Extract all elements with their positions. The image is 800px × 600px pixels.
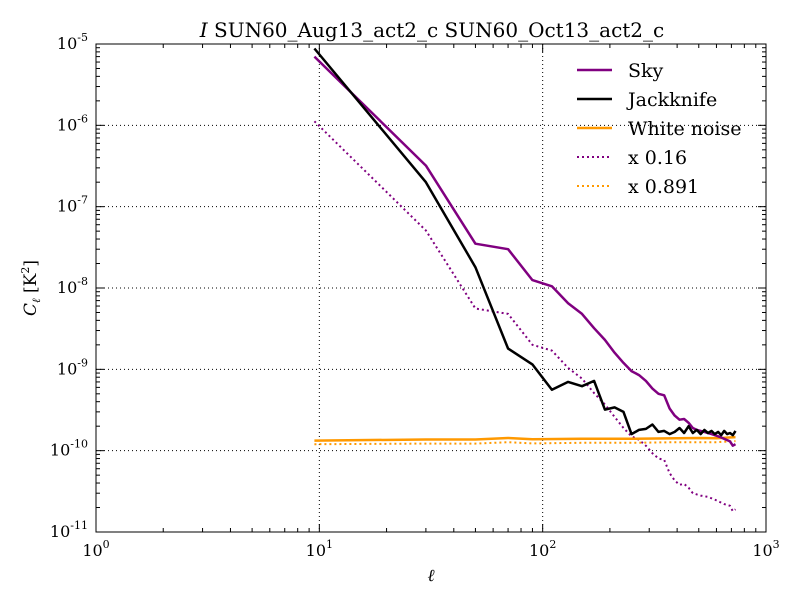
legend: Sky Jackknife White noise x 0.16 x 0.891 [577,60,742,198]
x-tick-label-1: 101 [306,538,333,560]
chart-title-italic: I [199,18,209,42]
x-tick-label-2: 102 [529,538,556,560]
series-line-jackknife [313,47,737,437]
legend-label-white-noise: White noise [628,118,742,140]
y-tick-label-3: 10-8 [57,275,88,297]
y-tick-label-base-6: 10 [57,34,77,53]
y-tick-label-6: 10-5 [57,31,88,53]
y-tick-label-base-5: 10 [57,115,77,134]
y-tick-label-exp-0: -11 [70,519,88,532]
y-tick-label-base-4: 10 [57,197,77,216]
x-tick-label-base-2: 10 [529,541,549,560]
series-line-x-0-891 [314,440,736,446]
y-tick-label-2: 10-9 [57,356,88,378]
x-tick-label-base-0: 10 [82,541,102,560]
y-tick-label-exp-6: -5 [77,31,88,44]
x-tick-label-0: 100 [82,538,109,560]
chart-title-rest: SUN60_Aug13_act2_c SUN60_Oct13_act2_c [208,18,665,42]
x-tick-label-base-3: 10 [752,541,772,560]
axis-ticks: 100 101 102 10310-1110-1010-910-810-710-610… [50,31,780,560]
y-tick-label-exp-5: -6 [77,112,88,125]
series-line-sky [313,55,737,447]
y-tick-label-base-2: 10 [57,359,77,378]
y-tick-label-4: 10-7 [57,194,88,216]
series-line-x-0-16 [313,120,737,513]
y-axis-label-unit-close: ] [21,260,41,267]
y-tick-label-exp-1: -10 [70,438,88,451]
x-tick-label-exp-2: 2 [549,538,556,551]
grid-lines [96,44,766,532]
legend-label-sky: Sky [628,60,664,82]
x-tick-label-3: 103 [752,538,779,560]
x-tick-label-exp-1: 1 [326,538,333,551]
y-axis-label-sub: ℓ [30,298,43,303]
y-tick-label-base-0: 10 [50,522,70,541]
plot-series [313,47,737,513]
x-tick-label-exp-0: 0 [103,538,110,551]
legend-label-x-0-891: x 0.891 [628,176,699,198]
y-tick-label-1: 10-10 [50,438,88,460]
y-tick-label-base-3: 10 [57,278,77,297]
y-axis-label-unit: [K [21,273,41,298]
y-tick-label-exp-3: -8 [77,275,88,288]
series-line-white-noise [314,435,736,442]
legend-label-x-0-16: x 0.16 [628,147,687,169]
y-axis-label-unit-exp: 2 [19,267,32,274]
chart-title: I SUN60_Aug13_act2_c SUN60_Oct13_act2_c [199,18,664,42]
y-tick-label-0: 10-11 [50,519,88,541]
y-tick-label-5: 10-6 [57,112,88,134]
y-tick-label-exp-4: -7 [77,194,88,207]
x-tick-label-exp-3: 3 [773,538,780,551]
y-tick-label-base-1: 10 [50,441,70,460]
x-tick-label-base-1: 10 [306,541,326,560]
y-axis-label: Cℓ [K2] [19,260,43,316]
y-axis-label-base: C [21,303,41,316]
legend-label-jackknife: Jackknife [626,89,717,111]
x-axis-label: ℓ [427,566,434,586]
y-tick-label-exp-2: -9 [77,356,88,369]
